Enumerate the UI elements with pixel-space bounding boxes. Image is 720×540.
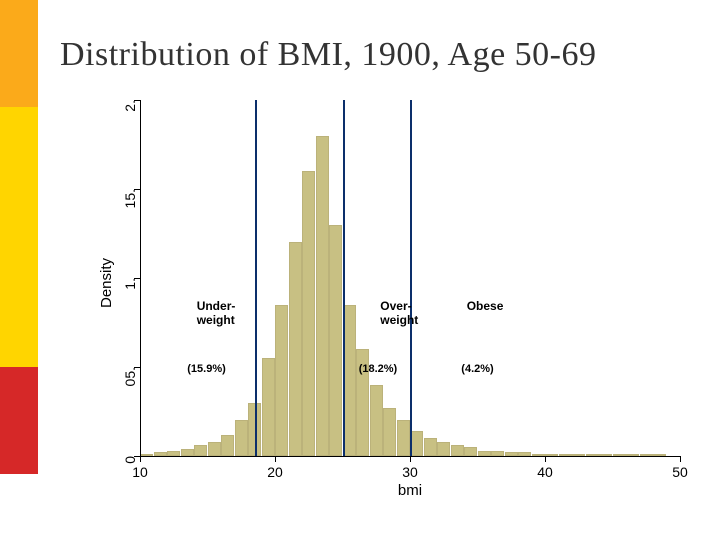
category-label: Over-weight <box>380 299 418 327</box>
x-tick-label: 20 <box>267 464 283 480</box>
y-axis-line <box>140 100 141 456</box>
x-tick-label: 10 <box>132 464 148 480</box>
histogram-bar <box>464 447 477 456</box>
histogram-bar <box>329 225 342 456</box>
plot-area: Under-weight (15.9%) Over-weight (18.2%) Obe… <box>140 100 680 456</box>
x-tick-label: 30 <box>402 464 418 480</box>
x-tick-label: 50 <box>672 464 688 480</box>
histogram-bar <box>451 445 464 456</box>
accent-stripe-red <box>0 367 38 474</box>
reference-line <box>343 100 345 456</box>
category-percentage: (18.2%) <box>359 363 398 375</box>
histogram-bar <box>316 136 329 456</box>
slide-title: Distribution of BMI, 1900, Age 50-69 <box>60 36 700 74</box>
reference-line <box>410 100 412 456</box>
category-label: Under-weight <box>197 299 236 327</box>
reference-line <box>255 100 257 456</box>
histogram-bar <box>208 442 221 456</box>
histogram-bar <box>275 305 288 456</box>
y-axis-label: Density <box>98 258 115 308</box>
x-axis-label: bmi <box>398 482 422 499</box>
histogram-bar <box>437 442 450 456</box>
category-percentage: (4.2%) <box>461 363 493 375</box>
histogram-bar <box>302 171 315 456</box>
x-tick <box>275 456 276 462</box>
accent-stripe-yellow <box>0 107 38 367</box>
x-tick <box>140 456 141 462</box>
slide: Distribution of BMI, 1900, Age 50-69 Und… <box>0 0 720 540</box>
histogram-bar <box>289 242 302 456</box>
x-tick <box>545 456 546 462</box>
histogram-bar <box>181 449 194 456</box>
histogram-bar <box>383 408 396 456</box>
histogram-bar <box>262 358 275 456</box>
x-tick <box>410 456 411 462</box>
bmi-histogram: Under-weight (15.9%) Over-weight (18.2%) Obe… <box>86 92 686 512</box>
histogram-bar <box>370 385 383 456</box>
category-label: Obese <box>467 299 504 313</box>
accent-stripe-orange <box>0 0 38 107</box>
histogram-bar <box>397 420 410 456</box>
x-tick <box>680 456 681 462</box>
x-tick-label: 40 <box>537 464 553 480</box>
histogram-bar <box>194 445 207 456</box>
category-percentage: (15.9%) <box>187 363 226 375</box>
histogram-bar <box>424 438 437 456</box>
histogram-bar <box>235 420 248 456</box>
histogram-bar <box>221 435 234 456</box>
